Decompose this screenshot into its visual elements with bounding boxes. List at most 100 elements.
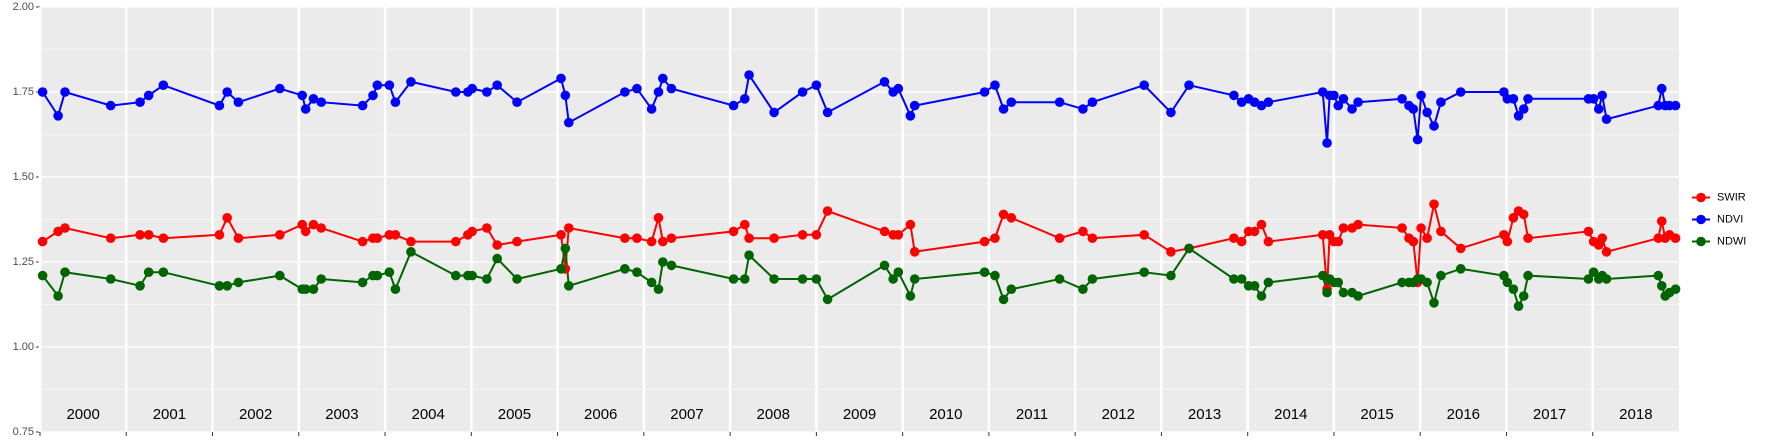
data-point: [1523, 233, 1533, 243]
data-point: [1353, 219, 1363, 230]
data-point: [909, 100, 920, 111]
data-point: [893, 83, 904, 94]
y-tick-label: 0.75: [13, 426, 34, 438]
data-point: [512, 97, 522, 107]
data-point: [1408, 236, 1419, 247]
data-point: [1656, 281, 1667, 291]
data-point: [1588, 267, 1599, 278]
data-point: [372, 80, 383, 90]
data-point: [105, 100, 116, 111]
data-point: [905, 111, 916, 121]
data-point: [620, 233, 630, 243]
data-point: [879, 260, 890, 271]
data-point: [1078, 104, 1088, 114]
data-point: [357, 100, 368, 111]
year-label: 2014: [1274, 406, 1307, 423]
data-point: [658, 257, 668, 267]
data-point: [1508, 94, 1519, 104]
data-point: [990, 80, 1000, 90]
data-point: [1416, 223, 1426, 233]
data-point: [744, 70, 754, 80]
data-point: [728, 100, 739, 111]
data-point: [797, 274, 808, 284]
data-point: [990, 233, 1000, 243]
data-point: [1353, 97, 1363, 107]
data-point: [658, 73, 668, 84]
data-point: [1006, 213, 1017, 223]
data-point: [1263, 236, 1274, 247]
data-point: [1184, 80, 1194, 90]
year-label: 2005: [498, 406, 531, 423]
legend-label: NDWI: [1717, 235, 1746, 247]
data-point: [646, 104, 657, 114]
data-point: [1436, 226, 1446, 237]
data-point: [300, 226, 311, 237]
data-point: [646, 236, 657, 247]
data-point: [1653, 100, 1664, 111]
year-label: 2011: [1016, 406, 1048, 423]
data-point: [222, 213, 232, 223]
data-point: [300, 284, 311, 295]
data-point: [666, 233, 677, 243]
data-point: [135, 97, 145, 107]
data-point: [1416, 90, 1426, 101]
data-point: [1054, 97, 1065, 107]
data-point: [450, 236, 461, 247]
data-point: [1347, 104, 1357, 114]
year-label: 2013: [1188, 406, 1221, 423]
data-point: [1523, 94, 1533, 104]
y-tick-label: 1.00: [13, 341, 34, 353]
data-point: [482, 87, 492, 97]
data-point: [620, 87, 630, 97]
y-tick-label: 1.75: [13, 86, 34, 98]
data-point: [1502, 236, 1513, 247]
data-point: [406, 77, 416, 87]
data-point: [811, 80, 822, 90]
data-point: [1229, 233, 1239, 243]
data-point: [1256, 219, 1267, 230]
data-point: [728, 226, 739, 237]
data-point: [893, 267, 904, 278]
data-point: [135, 230, 145, 240]
data-point: [143, 90, 154, 101]
data-point: [1588, 94, 1599, 104]
data-point: [998, 294, 1009, 305]
data-point: [1322, 287, 1332, 298]
data-point: [811, 274, 822, 284]
data-point: [1256, 291, 1267, 301]
data-point: [1518, 104, 1529, 114]
data-point: [1322, 138, 1332, 148]
data-point: [1078, 284, 1088, 295]
data-point: [1054, 233, 1065, 243]
data-point: [563, 223, 574, 233]
legend-label: SWIR: [1717, 191, 1746, 203]
year-label: 2004: [411, 406, 444, 423]
year-label: 2018: [1619, 406, 1652, 423]
data-point: [1670, 233, 1681, 243]
data-point: [1338, 287, 1349, 298]
data-point: [1518, 291, 1529, 301]
data-point: [1502, 277, 1513, 288]
data-point: [1054, 274, 1065, 284]
data-point: [467, 226, 477, 237]
year-label: 2001: [153, 406, 186, 423]
data-point: [739, 219, 750, 230]
data-point: [512, 274, 522, 284]
year-label: 2015: [1360, 406, 1393, 423]
data-point: [308, 219, 319, 230]
data-point: [909, 247, 920, 257]
data-point: [1670, 284, 1681, 295]
data-point: [797, 87, 808, 97]
data-point: [1513, 111, 1524, 121]
data-point: [1429, 298, 1439, 308]
data-point: [492, 240, 502, 250]
y-tick-label: 2.00: [13, 1, 34, 13]
data-point: [222, 87, 232, 97]
data-point: [143, 267, 154, 278]
data-point: [143, 230, 154, 240]
data-point: [105, 274, 116, 284]
data-point: [1166, 107, 1176, 118]
year-label: 2016: [1447, 406, 1480, 423]
data-point: [1508, 213, 1519, 223]
data-point: [1249, 281, 1260, 291]
